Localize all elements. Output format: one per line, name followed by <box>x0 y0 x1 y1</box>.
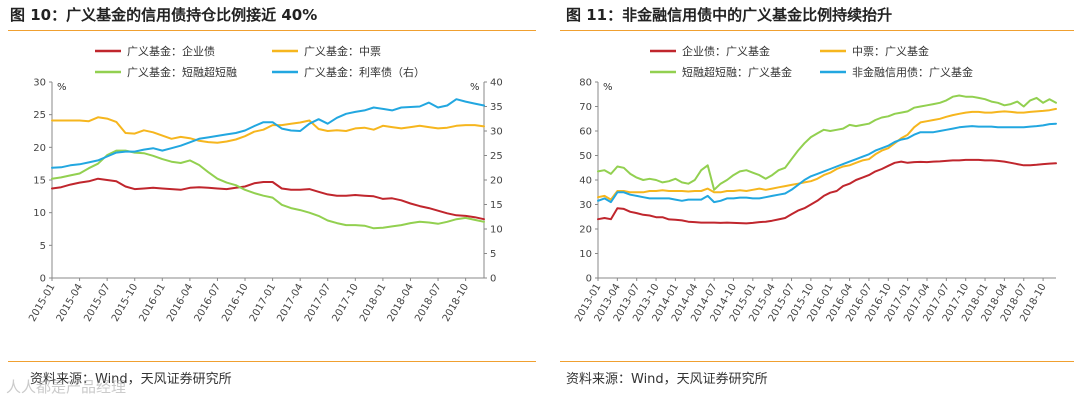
y-right-tick-label: 5 <box>490 249 496 260</box>
y-tick-label: 10 <box>33 208 46 219</box>
x-tick-label: 2018-10 <box>441 282 471 324</box>
x-tick-label: 2018-04 <box>386 282 416 324</box>
x-tick-label: 2017-01 <box>248 282 278 324</box>
y-tick-label: 25 <box>33 110 46 121</box>
series-line-3 <box>51 98 485 169</box>
x-tick-label: 2018-07 <box>413 282 443 324</box>
y-right-tick-label: 35 <box>490 102 503 113</box>
y-right-tick-label: 25 <box>490 151 503 162</box>
series-line-1 <box>51 116 485 144</box>
series-line-1 <box>597 107 1057 201</box>
legend-label-0: 广义基金：企业债 <box>127 44 215 58</box>
x-tick-label: 2016-10 <box>220 282 250 324</box>
y-unit-label: % <box>57 82 67 93</box>
watermark-text: 人人都是产品经理 <box>6 378 127 396</box>
series-line-2 <box>51 149 485 230</box>
legend-label-3: 广义基金：利率债（右） <box>304 65 425 79</box>
legend-label-2: 短融超短融：广义基金 <box>682 65 792 79</box>
y-unit-label: % <box>603 82 613 93</box>
x-tick-label: 2017-10 <box>330 282 360 324</box>
y-tick-label: 20 <box>33 143 46 154</box>
y-tick-label: 0 <box>586 274 592 285</box>
y-tick-label: 0 <box>40 274 46 285</box>
x-tick-label: 2016-07 <box>193 282 223 324</box>
legend-label-1: 广义基金：中票 <box>304 44 381 58</box>
y-right-tick-label: 20 <box>490 176 503 187</box>
legend-label-1: 中票：广义基金 <box>852 44 929 58</box>
y-tick-label: 20 <box>579 225 592 236</box>
y-tick-label: 10 <box>579 249 592 260</box>
y-tick-label: 60 <box>579 127 592 138</box>
x-tick-label: 2017-07 <box>303 282 333 324</box>
y-right-tick-label: 10 <box>490 225 503 236</box>
left-figure-title: 图 10：广义基金的信用债持仓比例接近 40% <box>10 6 318 24</box>
y-tick-label: 5 <box>40 241 46 252</box>
right-source-note: 资料来源：Wind，天风证券研究所 <box>566 372 768 387</box>
x-tick-label: 2016-01 <box>137 282 167 324</box>
y-right-tick-label: 30 <box>490 127 503 138</box>
series-line-0 <box>597 158 1057 225</box>
x-tick-label: 2015-01 <box>27 282 57 324</box>
legend-label-2: 广义基金：短融超短融 <box>127 65 237 79</box>
y-tick-label: 70 <box>579 102 592 113</box>
y-tick-label: 15 <box>33 176 46 187</box>
right-source-rule <box>560 361 1074 362</box>
series-line-0 <box>51 177 485 221</box>
left-source-note: 资料来源：Wind，天风证券研究所 <box>30 372 232 387</box>
x-tick-label: 2016-04 <box>165 282 195 324</box>
y-right-unit-label: % <box>470 82 480 93</box>
right-title-rule <box>560 30 1074 31</box>
legend-label-3: 非金融信用债：广义基金 <box>852 65 973 79</box>
x-tick-label: 2015-10 <box>110 282 140 324</box>
x-tick-label: 2018-01 <box>358 282 388 324</box>
y-tick-label: 30 <box>579 200 592 211</box>
y-right-tick-label: 0 <box>490 274 496 285</box>
y-tick-label: 80 <box>579 78 592 89</box>
right-figure-title: 图 11：非金融信用债中的广义基金比例持续抬升 <box>566 6 893 24</box>
y-right-tick-label: 15 <box>490 200 503 211</box>
series-line-2 <box>597 94 1057 191</box>
y-tick-label: 40 <box>579 176 592 187</box>
x-tick-label: 2015-04 <box>55 282 85 324</box>
x-tick-label: 2015-07 <box>82 282 112 324</box>
left-title-rule <box>8 30 536 31</box>
y-right-tick-label: 40 <box>490 78 503 89</box>
series-line-3 <box>597 122 1057 204</box>
y-tick-label: 30 <box>33 78 46 89</box>
left-source-rule <box>8 361 536 362</box>
legend-label-0: 企业债：广义基金 <box>682 44 770 58</box>
x-tick-label: 2017-04 <box>275 282 305 324</box>
y-tick-label: 50 <box>579 151 592 162</box>
